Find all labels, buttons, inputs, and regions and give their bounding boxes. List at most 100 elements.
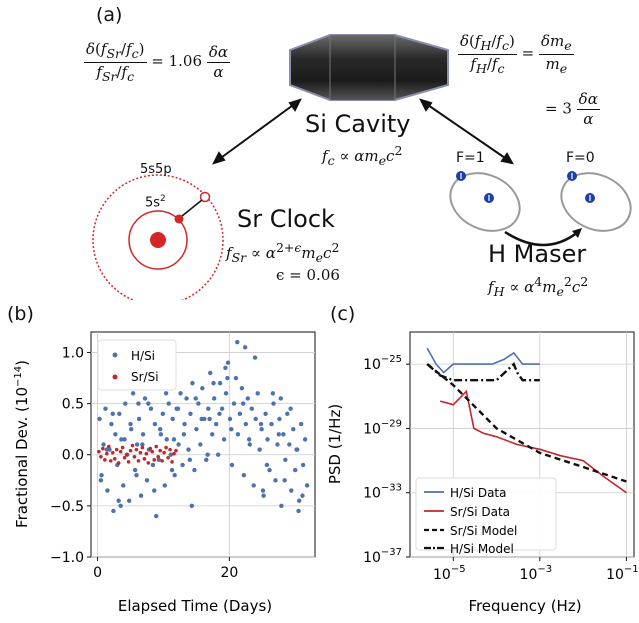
h-si-point: [241, 472, 247, 478]
panel-label-a: (a): [96, 4, 123, 26]
h-si-point: [258, 421, 264, 427]
h-si-point: [275, 442, 280, 447]
h-si-point: [111, 508, 116, 514]
sr-si-point: [148, 446, 153, 451]
sr-si-point: [132, 454, 137, 459]
x-tick-labels: 0 20: [93, 557, 238, 581]
y-axis-label: PSD (1/Hz): [326, 404, 344, 484]
h-si-point: [162, 483, 167, 488]
h-si-point: [192, 467, 197, 473]
legend-h-si-model: H/Si Model: [450, 542, 514, 556]
h-si-point: [293, 467, 298, 473]
sr-si-point: [166, 455, 170, 460]
x-axis-label: Frequency (Hz): [468, 597, 581, 615]
h-si-point: [207, 416, 212, 422]
x-tick-label: 20: [220, 565, 238, 581]
h-si-point: [265, 437, 270, 442]
h-si-point: [169, 467, 175, 473]
h-si-point: [300, 493, 305, 498]
h-si-point: [128, 421, 133, 427]
h-si-point: [225, 360, 231, 365]
h-si-point: [282, 478, 287, 483]
y-tick-label: 10−25: [363, 354, 402, 373]
epsilon-value: ϵ = 0.06: [276, 266, 340, 284]
h-si-point: [194, 426, 199, 432]
h-si-point: [196, 401, 201, 406]
sr-si-point: [138, 450, 143, 455]
h-si-point: [109, 421, 114, 427]
h-si-point: [235, 340, 240, 345]
sr-si-point: [97, 449, 101, 454]
sr-si-point: [134, 447, 139, 452]
h-si-point: [217, 411, 222, 417]
h-si-point: [134, 472, 139, 478]
h-si-point: [163, 391, 169, 396]
h-si-model-line: [426, 362, 540, 382]
sr-si-point: [103, 458, 107, 462]
data-points: [97, 340, 310, 519]
h-si-point: [277, 416, 282, 422]
time-series-chart: 1.0 0.5 0.0 −0.5 −1.0 0 20 H/Si Sr/Si Elapsed…: [13, 331, 316, 615]
h-si-point: [302, 437, 308, 442]
x-tick-label: 10−1: [606, 564, 639, 583]
x-axis-label: Elapsed Time (Days): [118, 597, 272, 615]
h-si-point: [260, 488, 266, 493]
sr-si-point: [164, 445, 168, 450]
h-si-point: [175, 406, 181, 411]
h-si-point: [193, 396, 198, 401]
sr-si-point: [172, 451, 176, 456]
h-si-point: [223, 391, 229, 396]
h-si-point: [240, 401, 246, 406]
h-sensitivity-eq: δ(fH/fc) fH/fc = δme me: [458, 32, 574, 76]
h-si-point: [283, 457, 288, 463]
h-si-point: [237, 411, 243, 417]
h-si-point: [119, 437, 124, 442]
h-si-point: [212, 396, 217, 401]
h-si-point: [252, 355, 258, 360]
sr-si-point: [114, 447, 119, 452]
h-si-point: [140, 432, 146, 437]
h-si-point: [140, 442, 145, 447]
sr-si-point: [116, 461, 121, 465]
panel-label-c: (c): [330, 303, 356, 325]
h-si-point: [117, 411, 122, 417]
h-si-point: [160, 411, 166, 417]
y-tick-label: −1.0: [50, 550, 84, 566]
h-si-point: [215, 452, 221, 457]
h-si-point: [127, 498, 132, 503]
h-si-point: [158, 432, 164, 437]
h-si-point: [150, 462, 156, 468]
h-si-point: [246, 437, 252, 442]
h-si-point: [113, 432, 118, 437]
h-si-point: [210, 432, 215, 437]
sr-si-point: [158, 448, 162, 453]
legend-h-si: H/Si: [131, 349, 155, 363]
h-si-point: [190, 380, 195, 386]
h-si-point: [219, 406, 225, 411]
sr-si-point: [174, 448, 178, 453]
schematic-diagram: [92, 34, 632, 300]
hydrogen-hyperfine-icon: [449, 171, 632, 247]
sr-si-point: [156, 454, 160, 459]
h-si-point: [123, 401, 128, 406]
h-si-point: [291, 426, 296, 432]
sr-si-point: [99, 454, 103, 459]
h-si-point: [148, 406, 154, 411]
y-tick-labels: 10−25 10−29 10−33 10−37: [363, 354, 410, 566]
h-si-point: [281, 432, 286, 437]
sr-si-point: [101, 446, 105, 451]
psd-chart: 10−25 10−29 10−33 10−37 10−5 10−3 10−1 H/Si D…: [326, 331, 639, 615]
h-si-point: [296, 508, 301, 514]
h-si-point: [200, 386, 205, 391]
h-si-point: [294, 447, 299, 452]
h-si-point: [253, 416, 258, 422]
h-si-point: [164, 437, 169, 442]
sr-si-point: [106, 444, 111, 449]
legend-h-si-data: H/Si Data: [450, 486, 506, 500]
panel-label-b: (b): [7, 303, 34, 325]
h-si-point: [172, 472, 177, 478]
h-si-point: [267, 467, 272, 473]
sr-si-point: [152, 458, 157, 462]
sr-si-point: [136, 459, 141, 463]
clock-frequency-eq: fSr ∝ α2+ϵmec2: [226, 240, 340, 265]
